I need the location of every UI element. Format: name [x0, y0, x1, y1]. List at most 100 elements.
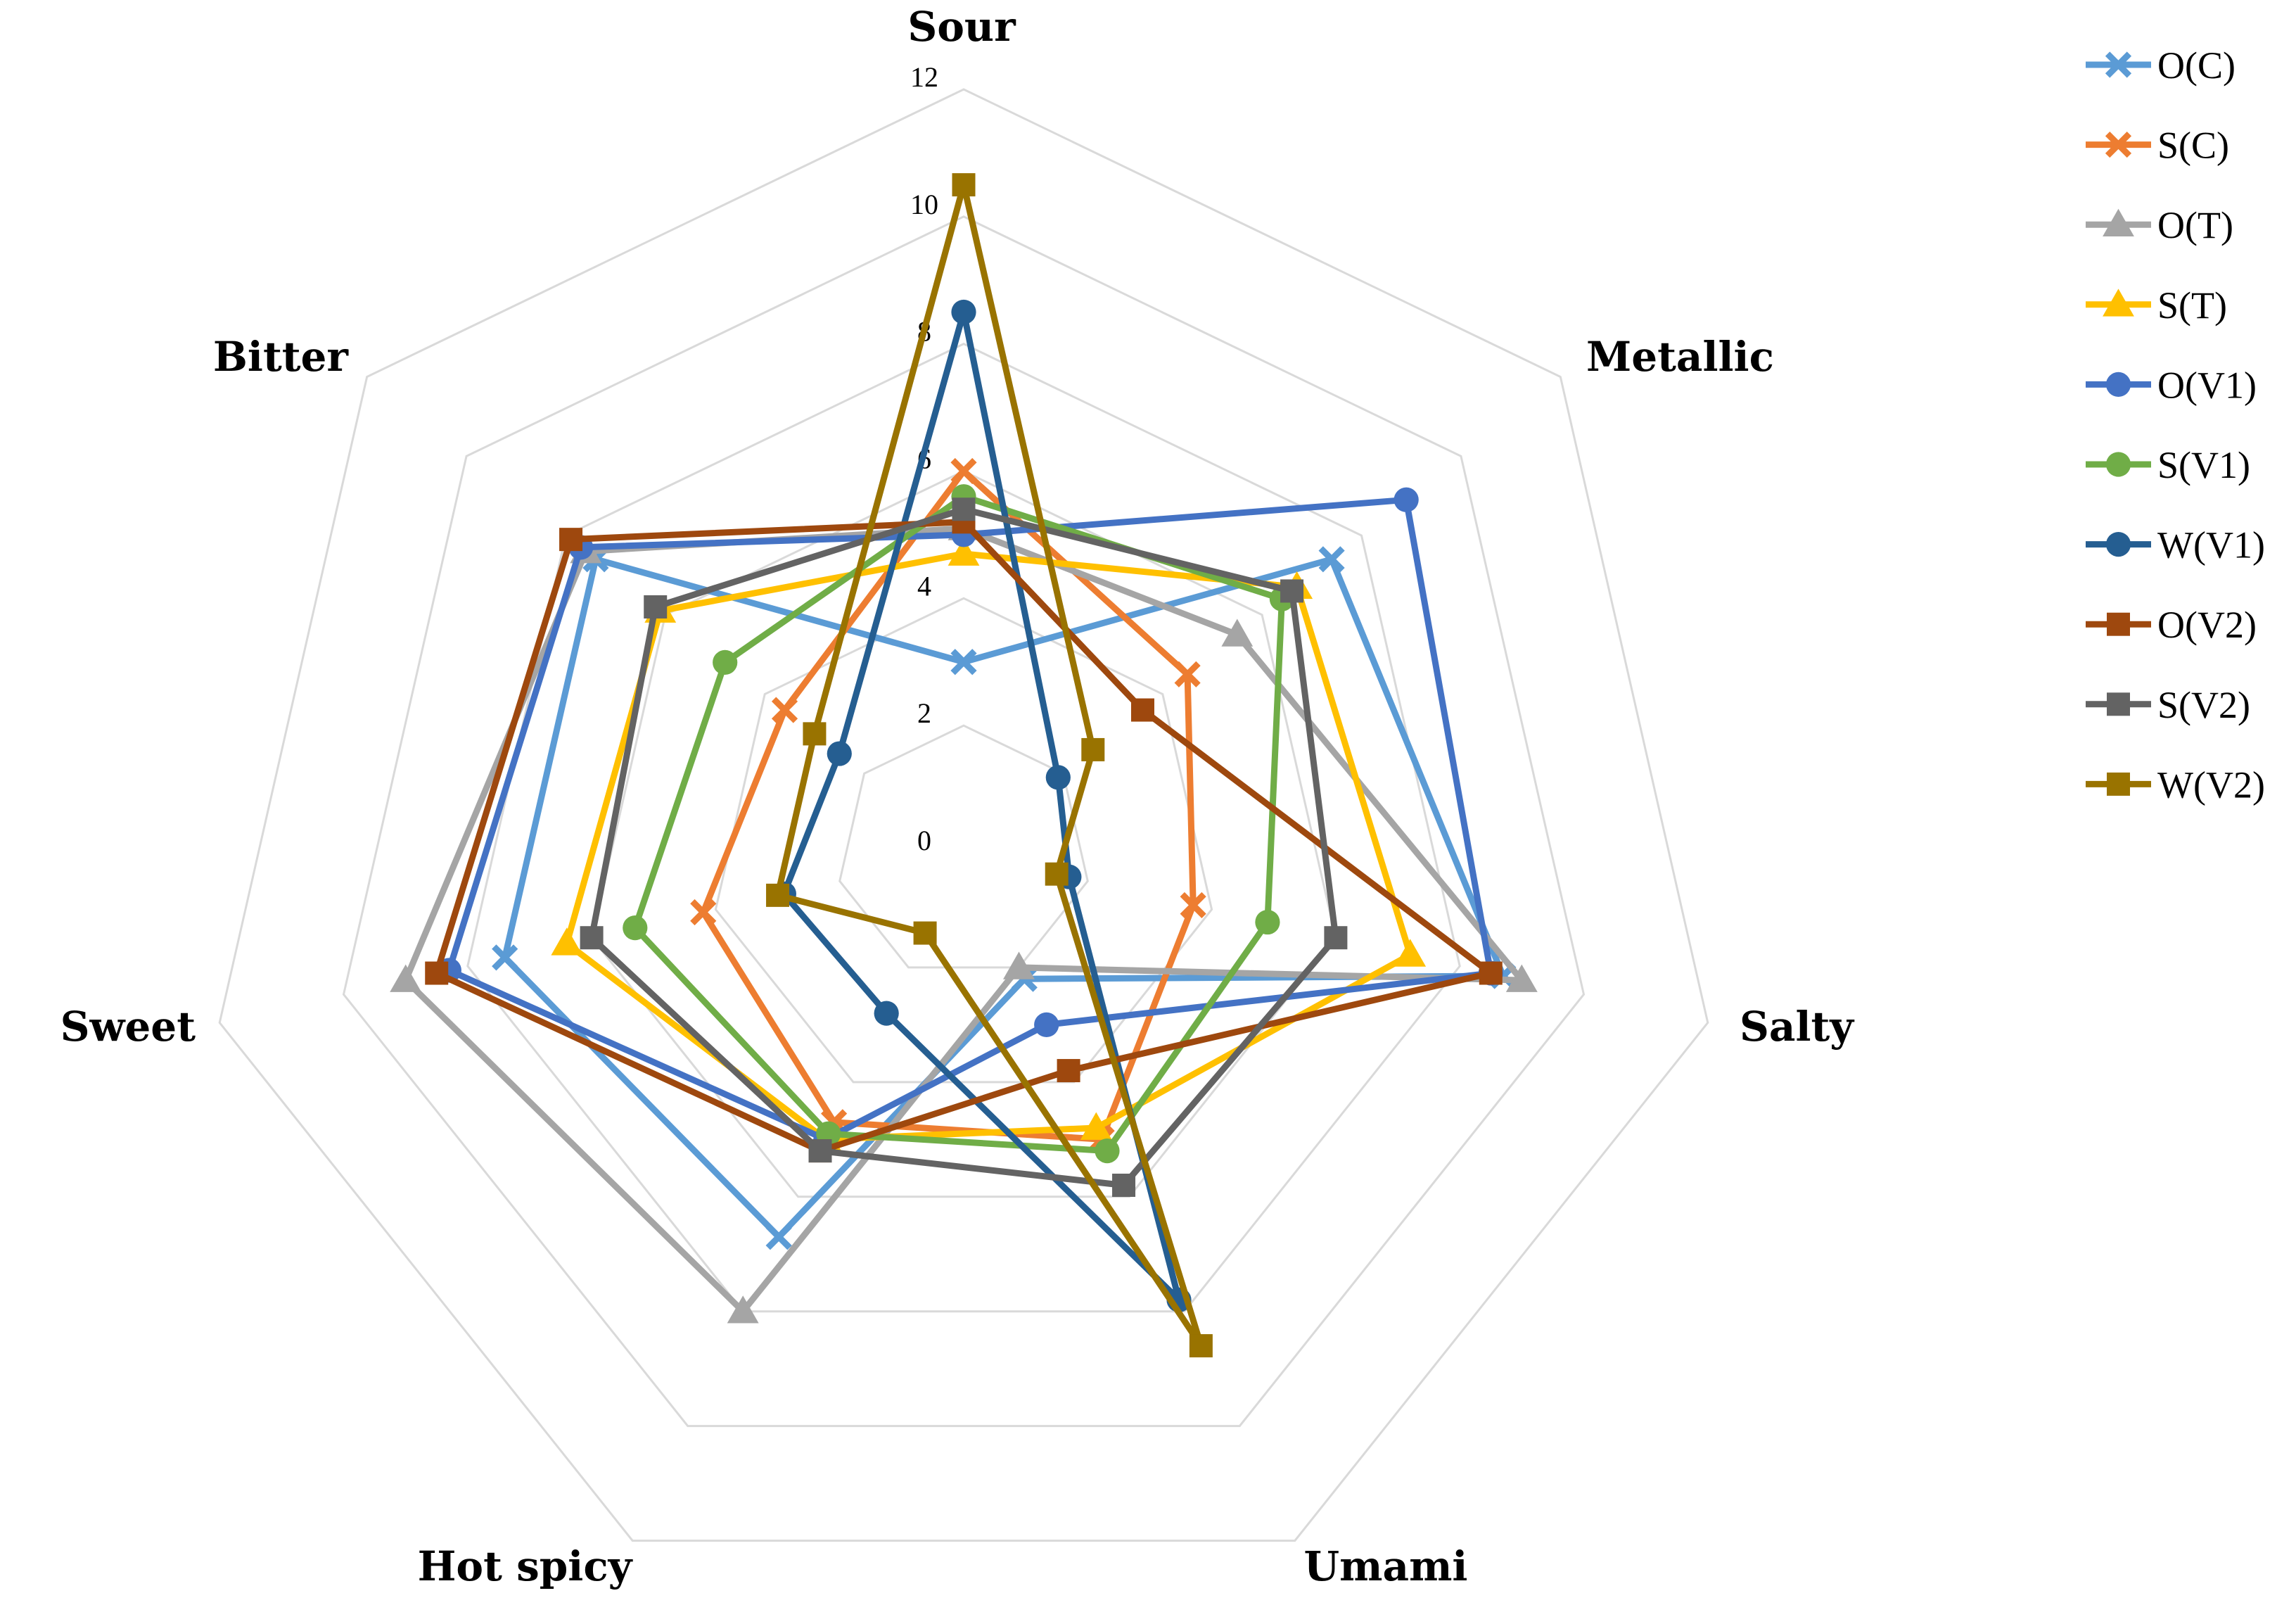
data-point [874, 1001, 899, 1026]
data-point [1034, 1012, 1059, 1037]
series-line-oc [502, 556, 1507, 1241]
legend-item-wv1: W(V1) [2086, 524, 2265, 566]
series-sv1 [623, 484, 1295, 1164]
data-point [1045, 862, 1069, 886]
tick-label: 2 [917, 697, 931, 729]
series-line-sv2 [588, 506, 1339, 1188]
data-point [1479, 961, 1503, 985]
legend-marker [2105, 51, 2132, 78]
axis-label-sour: Sour [907, 3, 1016, 51]
data-point [1505, 964, 1538, 992]
data-point [580, 926, 604, 950]
data-point [551, 927, 583, 956]
data-point [1255, 909, 1280, 935]
data-point [1221, 618, 1254, 647]
series-line-wv1 [780, 309, 1182, 1303]
series-line-wv2 [774, 182, 1204, 1350]
grid-ring-2 [838, 724, 1089, 969]
data-point [559, 528, 583, 552]
legend-marker [2107, 612, 2130, 636]
data-point [1280, 579, 1304, 603]
tick-label: 10 [910, 189, 938, 220]
data-point [1081, 737, 1105, 761]
legend-item-ov2: O(V2) [2086, 604, 2257, 646]
tick-label: 0 [917, 825, 931, 856]
data-point [1180, 892, 1206, 919]
data-point [1393, 487, 1419, 512]
data-point [803, 722, 827, 746]
data-point [1318, 546, 1345, 573]
legend-label: W(V2) [2157, 763, 2265, 806]
legend-item-sv1: S(V1) [2086, 444, 2250, 486]
data-point [644, 595, 668, 618]
axis-label-sweet: Sweet [60, 1003, 196, 1051]
series-line-ov1 [445, 496, 1494, 1143]
data-point [952, 173, 976, 197]
legend-label: S(T) [2157, 284, 2227, 326]
legend-label: S(V2) [2157, 684, 2250, 726]
data-point [771, 697, 798, 723]
data-point [713, 649, 738, 675]
data-point [690, 899, 717, 926]
data-point [765, 1224, 792, 1250]
data-point [1095, 1138, 1120, 1164]
data-point [1045, 765, 1071, 790]
data-point [390, 964, 422, 992]
grid-ring-12 [218, 88, 1709, 1542]
axis-label-hot-spicy: Hot spicy [418, 1542, 634, 1590]
legend-item-wv2: W(V2) [2086, 763, 2265, 806]
legend-label: O(T) [2157, 204, 2233, 246]
legend-label: S(C) [2157, 125, 2229, 167]
legend-marker [2107, 692, 2130, 716]
data-point [913, 921, 937, 945]
legend-marker [2105, 372, 2131, 398]
legend-item-sc: S(C) [2086, 125, 2229, 167]
data-point [1057, 1059, 1080, 1083]
axis-labels: Sour Metallic Salty Umami Hot spicy Sweet Bitt… [60, 3, 1856, 1590]
grid-ring-6 [590, 469, 1337, 1198]
series-wv2 [766, 173, 1213, 1358]
data-point [952, 497, 976, 521]
axis-label-bitter: Bitter [213, 333, 350, 381]
data-point [623, 915, 648, 941]
data-point [1324, 926, 1348, 950]
grid-ring-10 [342, 215, 1586, 1428]
data-point [1174, 661, 1201, 687]
legend-marker [2103, 288, 2134, 317]
legend-item-st: S(T) [2086, 284, 2227, 326]
legend-label: O(V2) [2157, 604, 2257, 646]
data-point [948, 538, 980, 566]
legend: O(C) S(C) O(T) S(T) O(V1) S(V1) W(V1) O(V2) S(V2… [2086, 44, 2265, 806]
series-line-sv1 [632, 493, 1285, 1155]
legend-item-ov1: O(V1) [2086, 364, 2257, 406]
data-point [950, 649, 977, 675]
series-ov2 [425, 510, 1503, 1163]
legend-marker [2103, 208, 2134, 236]
data-point [1112, 1173, 1136, 1197]
data-point [766, 883, 790, 907]
data-point [1080, 1112, 1112, 1140]
series-line-ov2 [433, 519, 1494, 1155]
data-point [808, 1139, 832, 1163]
data-point [1130, 698, 1154, 722]
data-point [950, 457, 977, 485]
tick-label: 12 [910, 61, 938, 93]
legend-label: S(V1) [2157, 444, 2250, 486]
legend-item-ot: O(T) [2086, 204, 2233, 246]
legend-label: O(V1) [2157, 364, 2257, 406]
data-point [1189, 1334, 1213, 1358]
axis-label-metallic: Metallic [1586, 333, 1774, 381]
series [390, 173, 1538, 1358]
data-point [727, 1295, 759, 1324]
legend-item-oc: O(C) [2086, 44, 2236, 87]
axis-label-salty: Salty [1740, 1003, 1855, 1051]
axis-label-umami: Umami [1304, 1542, 1468, 1590]
legend-item-sv2: S(V2) [2086, 684, 2250, 726]
series-sv2 [580, 497, 1348, 1197]
series-wv1 [771, 299, 1192, 1313]
legend-marker [2105, 452, 2131, 477]
data-point [951, 299, 976, 325]
tick-label: 4 [917, 570, 931, 602]
legend-marker [2105, 532, 2131, 557]
legend-marker [2107, 772, 2130, 796]
